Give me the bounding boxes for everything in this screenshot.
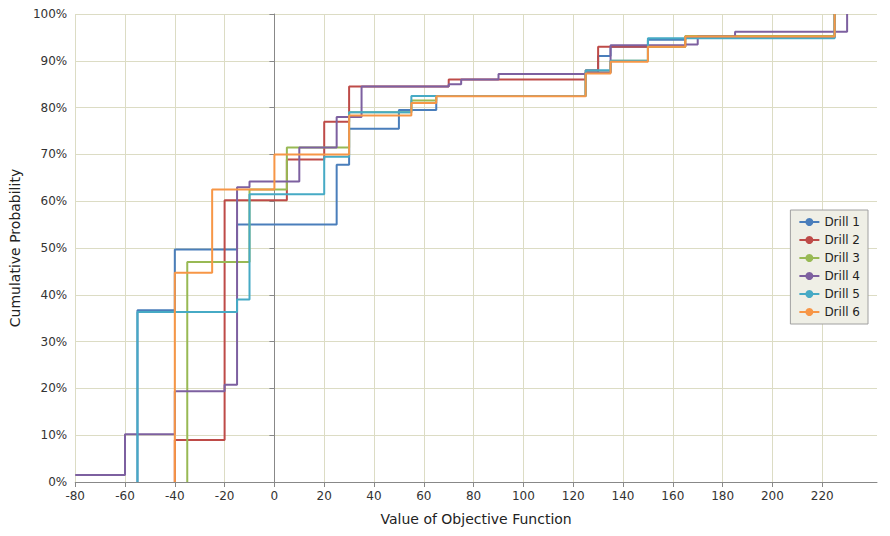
svg-text:60: 60 xyxy=(416,489,431,503)
svg-text:Drill 6: Drill 6 xyxy=(824,305,860,319)
svg-text:220: 220 xyxy=(811,489,834,503)
svg-text:-20: -20 xyxy=(215,489,235,503)
svg-text:-60: -60 xyxy=(115,489,135,503)
svg-text:60%: 60% xyxy=(41,194,68,208)
svg-text:90%: 90% xyxy=(41,54,68,68)
svg-text:80: 80 xyxy=(466,489,481,503)
svg-text:20: 20 xyxy=(317,489,332,503)
svg-text:100%: 100% xyxy=(33,7,67,21)
svg-text:0%: 0% xyxy=(48,475,67,489)
svg-text:40: 40 xyxy=(366,489,381,503)
svg-text:Drill 1: Drill 1 xyxy=(824,215,860,229)
svg-text:100: 100 xyxy=(512,489,535,503)
svg-text:20%: 20% xyxy=(41,381,68,395)
svg-text:Drill 4: Drill 4 xyxy=(824,269,860,283)
svg-text:120: 120 xyxy=(562,489,585,503)
svg-text:-40: -40 xyxy=(165,489,185,503)
svg-text:160: 160 xyxy=(661,489,684,503)
svg-text:80%: 80% xyxy=(41,101,68,115)
svg-text:Drill 5: Drill 5 xyxy=(824,287,860,301)
svg-text:50%: 50% xyxy=(41,241,68,255)
svg-text:140: 140 xyxy=(612,489,635,503)
svg-text:Drill 2: Drill 2 xyxy=(824,233,860,247)
svg-text:30%: 30% xyxy=(41,335,68,349)
svg-text:40%: 40% xyxy=(41,288,68,302)
svg-text:0: 0 xyxy=(271,489,279,503)
svg-text:-80: -80 xyxy=(65,489,85,503)
svg-text:10%: 10% xyxy=(41,428,68,442)
svg-text:Cumulative Probability: Cumulative Probability xyxy=(7,169,23,327)
svg-text:200: 200 xyxy=(761,489,784,503)
svg-text:70%: 70% xyxy=(41,147,68,161)
svg-text:Value of Objective Function: Value of Objective Function xyxy=(380,511,571,527)
svg-text:180: 180 xyxy=(711,489,734,503)
svg-text:Drill 3: Drill 3 xyxy=(824,251,860,265)
